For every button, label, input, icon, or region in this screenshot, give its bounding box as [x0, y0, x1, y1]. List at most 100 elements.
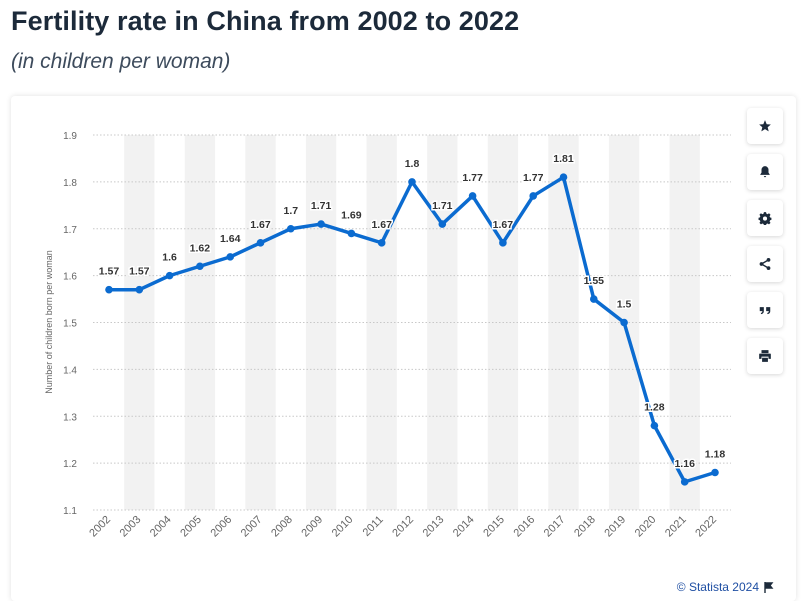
- data-label: 1.69: [341, 209, 362, 221]
- x-tick-label: 2014: [451, 514, 477, 540]
- y-axis-label: Number of children born per woman: [44, 250, 54, 394]
- page-subtitle: (in children per woman): [11, 50, 231, 73]
- data-point[interactable]: [499, 239, 507, 247]
- page-title: Fertility rate in China from 2002 to 202…: [11, 6, 520, 36]
- x-tick-label: 2007: [239, 514, 265, 540]
- y-tick-label: 1.1: [63, 506, 77, 517]
- data-label: 1.8: [405, 158, 420, 170]
- data-point[interactable]: [438, 220, 447, 228]
- x-tick-label: 2012: [390, 514, 416, 540]
- x-tick-label: 2017: [542, 514, 568, 540]
- data-points: [105, 173, 719, 486]
- x-tick-label: 2009: [299, 514, 325, 540]
- data-point[interactable]: [468, 192, 477, 200]
- chart-card: 1.1 1.2 1.3 1.4 1.5 1.6 1.7 1.8 1.9 Number of chi…: [11, 96, 796, 601]
- data-point[interactable]: [377, 239, 386, 247]
- y-tick-label: 1.7: [63, 225, 77, 236]
- column-band: [366, 135, 397, 510]
- y-tick-label: 1.2: [63, 459, 77, 470]
- data-label: 1.18: [705, 449, 726, 461]
- x-tick-label: 2019: [602, 514, 628, 540]
- flag-icon: [764, 581, 774, 593]
- data-point[interactable]: [256, 239, 265, 247]
- x-tick-labels: 2002 2003 2004 2005 2006 2007 2008 2009 2010 2011…: [87, 514, 719, 540]
- data-label: 1.55: [584, 275, 605, 287]
- data-point[interactable]: [347, 229, 356, 238]
- data-point[interactable]: [317, 220, 325, 228]
- y-gridlines: [93, 134, 731, 511]
- column-band: [184, 135, 216, 510]
- data-point[interactable]: [287, 224, 295, 233]
- data-labels: 1.57 1.57 1.6 1.62 1.64 1.67 1.7 1.71 1.69 1.67 1.…: [97, 152, 727, 472]
- data-label: 1.71: [432, 200, 453, 212]
- data-label: 1.6: [162, 252, 177, 264]
- settings-button[interactable]: [747, 200, 783, 236]
- notification-button[interactable]: [747, 154, 783, 190]
- gear-icon: [758, 212, 772, 225]
- y-tick-label: 1.5: [63, 319, 77, 330]
- print-icon: [759, 350, 771, 362]
- data-label: 1.64: [220, 233, 241, 245]
- x-tick-label: 2006: [209, 514, 235, 540]
- x-tick-label: 2013: [421, 514, 447, 540]
- y-tick-label: 1.9: [63, 131, 77, 142]
- data-label: 1.28: [644, 402, 665, 414]
- data-point[interactable]: [650, 421, 659, 430]
- share-icon: [759, 258, 771, 270]
- data-label: 1.81: [553, 153, 574, 165]
- data-point[interactable]: [135, 285, 144, 294]
- data-label: 1.16: [674, 458, 695, 470]
- x-tick-label: 2018: [572, 514, 598, 540]
- x-tick-label: 2005: [178, 514, 204, 540]
- column-bands: [124, 135, 700, 510]
- data-point[interactable]: [105, 285, 113, 294]
- data-label: 1.7: [283, 205, 298, 217]
- data-point[interactable]: [165, 271, 174, 280]
- data-point[interactable]: [196, 262, 204, 271]
- data-point[interactable]: [529, 192, 537, 200]
- x-tick-label: 2008: [269, 514, 295, 540]
- y-tick-label: 1.4: [63, 365, 77, 376]
- bell-icon: [760, 166, 770, 178]
- data-point[interactable]: [559, 173, 568, 181]
- x-tick-label: 2021: [663, 514, 689, 540]
- x-tick-label: 2015: [481, 514, 507, 540]
- x-tick-label: 2010: [330, 514, 356, 540]
- statista-credit[interactable]: © Statista 2024: [677, 580, 774, 594]
- data-label: 1.67: [493, 219, 514, 231]
- data-label: 1.5: [617, 299, 632, 311]
- x-tick-label: 2020: [633, 514, 659, 540]
- x-tick-label: 2011: [361, 514, 386, 539]
- line-chart: 1.1 1.2 1.3 1.4 1.5 1.6 1.7 1.8 1.9 Number of chi…: [44, 131, 731, 540]
- data-point[interactable]: [620, 318, 628, 327]
- x-tick-label: 2002: [87, 514, 113, 540]
- data-label: 1.71: [311, 200, 332, 212]
- favorite-button[interactable]: [747, 108, 783, 144]
- x-tick-label: 2004: [148, 514, 174, 540]
- data-point[interactable]: [590, 295, 598, 303]
- column-band: [245, 135, 276, 510]
- data-point[interactable]: [680, 478, 689, 486]
- y-tick-label: 1.6: [63, 272, 77, 283]
- credit-text: © Statista 2024: [676, 580, 759, 594]
- data-label: 1.67: [371, 219, 392, 231]
- y-tick-label: 1.8: [63, 178, 77, 189]
- cite-button[interactable]: [747, 292, 783, 328]
- column-band: [427, 135, 458, 510]
- data-label: 1.57: [99, 266, 120, 278]
- share-button[interactable]: [747, 246, 783, 282]
- data-label: 1.57: [129, 266, 150, 278]
- y-tick-label: 1.3: [63, 412, 77, 423]
- star-icon: [759, 120, 771, 132]
- x-tick-label: 2003: [118, 514, 144, 540]
- chart-toolbar: [747, 108, 783, 384]
- data-point[interactable]: [711, 468, 719, 477]
- data-label: 1.67: [250, 219, 271, 231]
- data-point[interactable]: [408, 178, 416, 186]
- data-label: 1.77: [462, 172, 483, 184]
- data-label: 1.62: [190, 242, 211, 254]
- quote-icon: [759, 307, 771, 315]
- x-tick-label: 2016: [512, 514, 538, 540]
- print-button[interactable]: [747, 338, 783, 374]
- data-point[interactable]: [226, 253, 234, 261]
